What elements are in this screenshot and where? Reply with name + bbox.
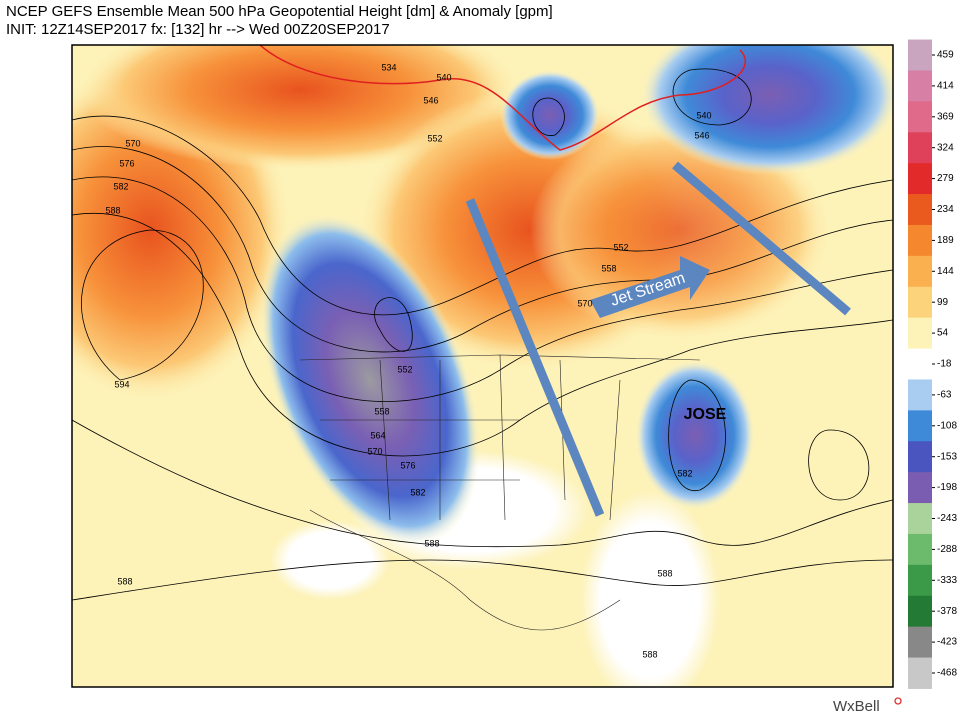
colorbar-label: 369: [937, 111, 954, 122]
contour-label: 588: [424, 538, 439, 548]
colorbar-segment: [908, 255, 932, 288]
colorbar-segment: [908, 39, 932, 71]
contour-label: 546: [694, 130, 709, 140]
colorbar-segment: [908, 533, 932, 566]
contour-label: 558: [374, 406, 389, 416]
contours: [72, 68, 893, 601]
contour-label: 582: [677, 468, 692, 478]
contour-label: 588: [642, 649, 657, 659]
colorbar-segment: [908, 286, 932, 319]
colorbar-label: -63: [937, 390, 952, 401]
contour-label: 564: [370, 430, 385, 440]
contour-label: 540: [436, 72, 451, 82]
contour-label: 594: [114, 379, 129, 389]
contour-label: 552: [427, 133, 442, 143]
contour-label: 570: [577, 298, 592, 308]
colorbar-segment: [908, 564, 932, 597]
colorbar-label: 189: [937, 235, 954, 246]
colorbar-label: 54: [937, 328, 949, 339]
colorbar-segment: [908, 70, 932, 102]
jet-arrow: [465, 198, 605, 517]
jet-stream-arrow: [590, 256, 710, 318]
colorbar-label: -153: [937, 451, 957, 462]
colorbar-segment: [908, 657, 932, 689]
contour-label: 588: [117, 576, 132, 586]
colorbar-segment: [908, 163, 932, 195]
colorbar-segment: [908, 317, 932, 350]
contour-label: 570: [367, 446, 382, 456]
title: NCEP GEFS Ensemble Mean 500 hPa Geopoten…: [6, 3, 553, 20]
subtitle: INIT: 12Z14SEP2017 fx: [132] hr --> Wed …: [6, 21, 390, 38]
colorbar-segment: [908, 224, 932, 257]
colorbar-segment: [908, 626, 932, 659]
colorbar-label: -423: [937, 637, 957, 648]
contour-label: 576: [400, 460, 415, 470]
contour-label: 552: [397, 364, 412, 374]
colorbar-segment: [908, 472, 932, 504]
colorbar-label: -18: [937, 359, 952, 370]
contour-label: 540: [696, 110, 711, 120]
logo: WxBell: [833, 698, 880, 715]
contour-label: 558: [601, 263, 616, 273]
colorbar-segment: [908, 503, 932, 535]
colorbar-label: 459: [937, 50, 954, 61]
colorbar-segment: [908, 410, 932, 442]
colorbar-label: 279: [937, 173, 954, 184]
colorbar-label: -198: [937, 482, 957, 493]
colorbar-label: -108: [937, 420, 957, 431]
colorbar-label: 144: [937, 266, 954, 277]
colorbar-label: 99: [937, 297, 949, 308]
colorbar-label: 234: [937, 204, 954, 215]
colorbar-segment: [908, 101, 932, 133]
colorbar-segment: [908, 132, 932, 164]
colorbar-label: 414: [937, 81, 954, 92]
colorbar: 459 414 369 324 279 234 189 144 99 54 -18 -63 -108 -1…: [908, 39, 957, 689]
colorbar-segment: [908, 595, 932, 628]
map-frame: [71, 44, 894, 688]
borders: [299, 354, 701, 631]
contour-label: 582: [113, 181, 128, 191]
colorbar-label: -333: [937, 575, 957, 586]
map: Jet Stream JOSE 534540546552570576582588…: [72, 45, 893, 687]
contour-label: 570: [125, 138, 140, 148]
colorbar-label: -288: [937, 544, 957, 555]
jet-arrow: [672, 161, 851, 316]
contour-label: 552: [613, 242, 628, 252]
colorbar-segment: [908, 194, 932, 226]
contour-label: 582: [410, 487, 425, 497]
colorbar-label: -468: [937, 668, 957, 679]
contour-label: 588: [105, 205, 120, 215]
contour-label: 534: [381, 62, 396, 72]
colorbar-segment: [908, 379, 932, 411]
colorbar-segment: [908, 348, 932, 380]
contour-label: 588: [657, 568, 672, 578]
contour-label: 576: [119, 158, 134, 168]
colorbar-label: 324: [937, 142, 954, 153]
colorbar-label: -243: [937, 513, 957, 524]
contour-label: 546: [423, 95, 438, 105]
colorbar-segment: [908, 441, 932, 473]
colorbar-label: -378: [937, 606, 957, 617]
storm-label: JOSE: [684, 406, 727, 423]
